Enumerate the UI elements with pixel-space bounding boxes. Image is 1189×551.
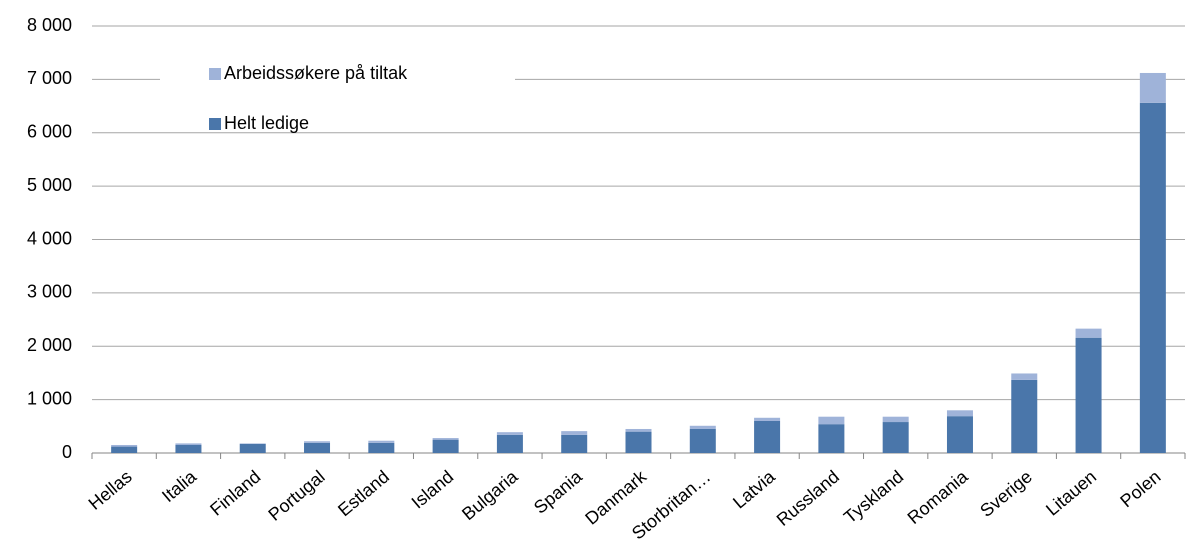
x-tick-label: Litauen — [1042, 466, 1100, 519]
x-tick-label: Spania — [530, 466, 587, 518]
bar-segment — [1011, 373, 1038, 380]
x-tick-label: Bulgaria — [458, 466, 522, 524]
legend-label: Helt ledige — [224, 113, 309, 133]
x-tick-label: Romania — [904, 466, 973, 528]
legend-label: Arbeidssøkere på tiltak — [224, 63, 408, 83]
y-tick-label: 1 000 — [27, 388, 72, 408]
x-tick-label: Portugal — [264, 466, 328, 524]
bar-segment — [689, 425, 716, 429]
x-tick-label: Island — [408, 466, 458, 512]
y-tick-label: 2 000 — [27, 335, 72, 355]
bar-segment — [304, 441, 331, 443]
y-tick-label: 6 000 — [27, 122, 72, 142]
bar-segment — [432, 439, 459, 453]
x-tick-label: Russland — [773, 466, 843, 530]
bar-segment — [239, 443, 266, 444]
y-tick-label: 3 000 — [27, 282, 72, 302]
bar-segment — [818, 424, 845, 453]
y-tick-label: 8 000 — [27, 15, 72, 35]
x-tick-label: Sverige — [976, 466, 1036, 521]
bar-segment — [625, 428, 652, 432]
y-tick-label: 5 000 — [27, 175, 72, 195]
bar-segment — [882, 422, 909, 453]
bar-segment — [946, 416, 973, 453]
bar-segment — [1075, 328, 1102, 338]
bar-segment — [496, 432, 523, 435]
bar-segment — [1139, 72, 1166, 103]
bar-segment — [239, 443, 266, 453]
bar-segment — [368, 442, 395, 453]
x-tick-label: Hellas — [85, 466, 136, 513]
bar-segment — [496, 434, 523, 453]
bar-segment — [1139, 102, 1166, 454]
bar-segment — [111, 444, 138, 447]
bar-segment — [1011, 379, 1038, 453]
x-tick-label: Finland — [206, 466, 264, 519]
bar-segment — [561, 434, 588, 453]
y-tick-label: 7 000 — [27, 68, 72, 88]
bar-segment — [818, 416, 845, 425]
bar-segment — [561, 431, 588, 435]
y-tick-label: 4 000 — [27, 228, 72, 248]
bar-segment — [625, 431, 652, 453]
x-tick-label: Polen — [1116, 466, 1164, 511]
x-tick-label: Italia — [158, 466, 201, 506]
bar-segment — [432, 438, 459, 440]
bar-segment — [1075, 337, 1102, 453]
bar-segment — [175, 443, 202, 445]
bar-segment — [754, 420, 781, 453]
legend-swatch — [209, 118, 221, 130]
y-tick-label: 0 — [62, 442, 72, 462]
bar-segment — [754, 417, 781, 421]
bar-segment — [175, 444, 202, 453]
x-tick-label: Latvia — [729, 466, 779, 513]
x-tick-label: Tyskland — [840, 466, 907, 527]
x-tick-label: Estland — [334, 466, 393, 520]
bar-segment — [304, 442, 331, 453]
bar-segment — [946, 410, 973, 417]
bar-segment — [368, 440, 395, 443]
bar-segment — [882, 416, 909, 423]
legend-swatch — [209, 68, 221, 80]
bar-segment — [689, 428, 716, 453]
bar-segment — [111, 446, 138, 453]
